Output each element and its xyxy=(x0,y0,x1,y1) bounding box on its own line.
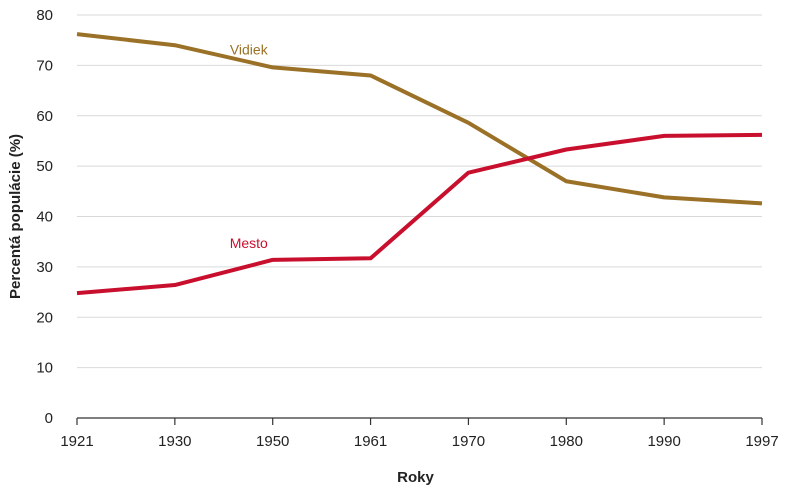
y-tick-label: 40 xyxy=(36,209,53,226)
x-tick-label: 1970 xyxy=(452,433,485,450)
grid-lines xyxy=(77,14,762,369)
x-tick-label: 1921 xyxy=(60,433,93,450)
series-labels: Vidiek Mesto xyxy=(230,41,269,250)
series-label-mesto: Mesto xyxy=(230,235,268,251)
x-axis-ticks: 1921 1930 1950 1961 1970 1980 1990 1997 xyxy=(60,418,779,450)
y-tick-label: 70 xyxy=(36,57,53,74)
y-axis-title: Percentá populácie (%) xyxy=(7,134,24,299)
series-lines xyxy=(76,32,763,296)
x-tick-label: 1950 xyxy=(256,433,289,450)
y-tick-label: 80 xyxy=(36,7,53,24)
y-tick-label: 50 xyxy=(36,158,53,175)
y-axis-tick-labels: 0 10 20 30 40 50 60 70 80 xyxy=(36,7,53,427)
y-tick-label: 20 xyxy=(36,309,53,326)
x-tick-label: 1990 xyxy=(647,433,680,450)
x-tick-label: 1961 xyxy=(354,433,387,450)
y-tick-label: 10 xyxy=(36,360,53,377)
series-line-mesto xyxy=(76,132,763,296)
series-line-vidiek xyxy=(76,32,763,206)
x-tick-label: 1997 xyxy=(745,433,778,450)
x-tick-label: 1930 xyxy=(158,433,191,450)
y-tick-label: 60 xyxy=(36,108,53,125)
y-tick-label: 0 xyxy=(45,410,53,427)
y-tick-label: 30 xyxy=(36,259,53,276)
x-tick-label: 1980 xyxy=(550,433,583,450)
series-label-vidiek: Vidiek xyxy=(230,41,269,57)
x-axis-title: Roky xyxy=(397,469,434,486)
